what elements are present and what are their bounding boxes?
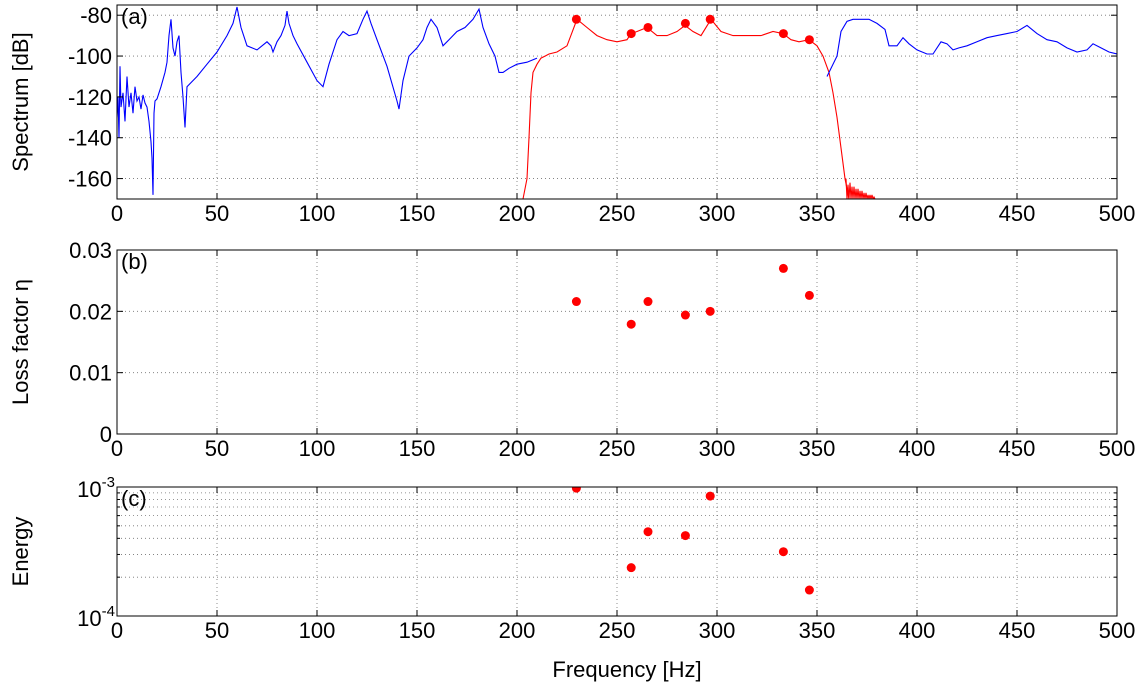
x-tick-label: 50 [205,201,229,226]
x-tick-label: 0 [111,618,123,643]
x-tick-label: 450 [999,201,1036,226]
y-tick-label: -80 [80,3,112,28]
panel-label: (c) [121,486,147,511]
x-axis-label: Frequency [Hz] [552,657,701,682]
x-tick-label: 250 [599,436,636,461]
series-line-1 [522,18,850,199]
x-tick-label: 100 [299,201,336,226]
y-tick-label: 10-3 [77,474,115,502]
data-point [705,14,715,24]
y-axis-label: Loss factor η [8,279,33,405]
data-point [804,290,814,300]
grid [117,5,1117,199]
x-tick-label: 400 [899,436,936,461]
x-tick-label: 500 [1099,618,1136,643]
data-point [626,29,636,39]
x-tick-label: 450 [999,436,1036,461]
y-tick-label: 0.02 [69,299,112,324]
data-point [643,297,653,307]
x-tick-label: 300 [699,201,736,226]
data-point [705,491,715,501]
x-tick-label: 0 [111,436,123,461]
x-tick-label: 100 [299,436,336,461]
x-tick-label: 450 [999,618,1036,643]
x-tick-label: 250 [599,618,636,643]
grid [117,250,1117,434]
x-tick-label: 150 [399,201,436,226]
y-tick-label: -100 [68,44,112,69]
x-tick-label: 350 [799,436,836,461]
data-point [571,487,581,493]
x-tick-label: 300 [699,618,736,643]
x-tick-label: 50 [205,436,229,461]
series-line-0 [117,6,538,195]
x-tick-label: 100 [299,618,336,643]
data-point [643,527,653,537]
data-point [680,310,690,320]
loss-factor-panel: 0 50 100 150 200 250 300 350 400 450 500 0 0.01 0.02 0… [8,238,1135,461]
x-tick-label: 200 [499,618,536,643]
x-tick-label: 400 [899,201,936,226]
data-point [804,35,814,45]
y-tick-label: 0.03 [69,238,112,263]
data-point [626,563,636,573]
x-tick-label: 150 [399,436,436,461]
x-tick-label: 500 [1099,201,1136,226]
y-tick-label: 0 [100,422,112,447]
x-tick-label: 150 [399,618,436,643]
data-point [778,263,788,273]
x-tick-label: 0 [111,201,123,226]
x-tick-label: 200 [499,201,536,226]
spectrum-panel: 0 50 100 150 200 250 300 350 400 450 500 -80 -100 -12… [8,3,1135,226]
x-tick-label: 350 [799,201,836,226]
x-tick-label: 200 [499,436,536,461]
data-point [778,547,788,557]
energy-panel: 0 50 100 150 200 250 300 350 400 450 500 10-4 10-3(c… [8,474,1135,643]
data-point [680,18,690,28]
x-tick-label: 50 [205,618,229,643]
x-tick-label: 350 [799,618,836,643]
panel-label: (b) [121,249,148,274]
data-point [571,14,581,24]
data-point [778,29,788,39]
series-line-2 [845,178,876,199]
panel-label: (a) [121,4,148,29]
x-tick-label: 400 [899,618,936,643]
y-tick-label: -140 [68,126,112,151]
x-tick-label: 500 [1099,436,1136,461]
data-point [643,22,653,32]
data-point [705,306,715,316]
y-axis-label: Spectrum [dB] [8,32,33,171]
y-tick-label: -120 [68,85,112,110]
y-tick-label: -160 [68,167,112,192]
x-tick-label: 300 [699,436,736,461]
data-point [804,585,814,595]
data-point [680,531,690,541]
data-point [571,297,581,307]
data-point [626,319,636,329]
series-line-3 [826,18,1117,77]
y-tick-label: 0.01 [69,361,112,386]
y-tick-label: 10-4 [77,603,115,631]
x-tick-label: 250 [599,201,636,226]
y-axis-label: Energy [8,517,33,587]
